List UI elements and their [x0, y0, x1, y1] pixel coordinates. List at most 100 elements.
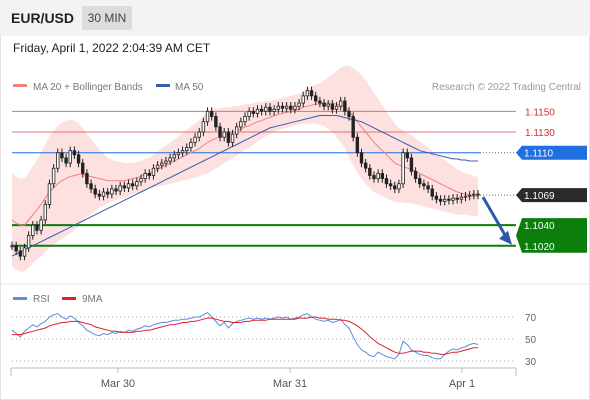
forecast-arrow [481, 196, 508, 238]
candle [130, 183, 135, 187]
candle [330, 103, 335, 110]
candle [214, 116, 218, 128]
candle [68, 150, 72, 164]
candle [168, 157, 172, 162]
candle [51, 167, 56, 185]
candle [476, 193, 480, 196]
candle [388, 183, 393, 187]
candle [426, 185, 430, 190]
bollinger-band-area [12, 65, 478, 272]
legend-label-rsi: RSI [33, 294, 50, 305]
ma20-line [11, 102, 478, 226]
candle [76, 154, 81, 164]
candle [160, 162, 164, 166]
candle [239, 121, 243, 128]
candle [114, 188, 118, 192]
candle [185, 147, 189, 152]
legend-swatch-rsi [13, 297, 27, 300]
candle [343, 100, 347, 112]
candle [31, 224, 35, 236]
candle [234, 126, 239, 135]
candle [284, 105, 289, 109]
rsi-ma-line [12, 316, 478, 355]
symbol-title: EUR/USD [11, 10, 75, 26]
candle [289, 105, 293, 110]
candle [455, 197, 459, 200]
x-tick-label: Apr 1 [449, 378, 475, 390]
candle [110, 188, 114, 195]
candle [85, 173, 89, 185]
candle [164, 160, 168, 164]
candle [60, 152, 64, 159]
datetime-label: Friday, April 1, 2022 2:04:39 AM CET [13, 41, 211, 55]
legend-swatch-ma50 [156, 84, 170, 87]
candle [351, 116, 355, 138]
candle [93, 188, 97, 195]
candle [438, 198, 443, 202]
credit-text: Research © 2022 Trading Central [432, 82, 581, 93]
candle [413, 170, 418, 179]
candle [247, 110, 251, 117]
candle [10, 245, 14, 248]
ma50-line [11, 115, 478, 257]
candle [318, 100, 322, 104]
rsi-tick-label: 50 [525, 335, 537, 346]
candle [176, 152, 181, 156]
candle [101, 191, 106, 197]
candle [264, 106, 268, 112]
candle [81, 162, 85, 174]
candle [14, 245, 18, 252]
candle [347, 110, 351, 117]
candle [309, 90, 314, 97]
candle [405, 152, 409, 159]
candle [243, 116, 247, 123]
candle [397, 183, 401, 190]
last-price-tag [516, 188, 587, 203]
candle [334, 105, 339, 110]
candle [230, 133, 235, 143]
candle [72, 150, 77, 156]
candle [293, 105, 297, 110]
candle [97, 193, 102, 197]
rsi-tick-label: 70 [525, 313, 537, 324]
resistance-label: 1.1130 [525, 128, 555, 139]
candle [276, 105, 280, 110]
support-label: 1.1040 [524, 221, 555, 232]
timeframe-button[interactable]: 30 MIN [82, 6, 132, 30]
resistance-label: 1.1150 [525, 107, 555, 118]
candle [380, 173, 385, 179]
candle [39, 219, 43, 231]
pivot-tag [516, 145, 587, 160]
legend-label-bollinger: MA 20 + Bollinger Bands [33, 82, 143, 93]
candle [218, 126, 222, 138]
candle [451, 197, 455, 201]
legend-swatch-9ma [62, 297, 76, 300]
candle [105, 191, 110, 195]
candle [18, 250, 23, 257]
candle [255, 108, 260, 114]
candle [434, 195, 439, 200]
candle [222, 131, 226, 138]
candle [372, 175, 376, 179]
forecast-arrow-head [499, 230, 512, 245]
candle [197, 131, 201, 138]
candle [201, 121, 206, 133]
x-tick-label: Mar 30 [101, 378, 135, 390]
top-bar: EUR/USD 30 MIN [0, 0, 590, 36]
support-tag [516, 218, 587, 253]
candle [251, 110, 256, 114]
candle [47, 183, 52, 205]
candle [393, 185, 397, 190]
candle [418, 178, 422, 185]
candle [368, 167, 372, 176]
candle [459, 196, 464, 200]
candle [463, 195, 468, 198]
candle [147, 173, 152, 176]
candle [193, 136, 197, 143]
candle [135, 181, 139, 187]
candle [22, 247, 27, 257]
candle [322, 102, 326, 107]
candle [363, 162, 368, 169]
candle [272, 108, 276, 112]
candle [443, 198, 447, 202]
